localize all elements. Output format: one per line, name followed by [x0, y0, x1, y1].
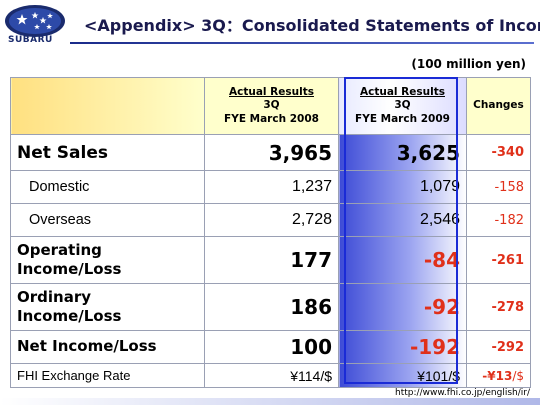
value-fy2008: 186	[204, 283, 339, 331]
header-fy2008-line2: 3Q	[263, 99, 280, 112]
value-change: -¥13/$	[466, 363, 531, 388]
table-header-row: Actual Results 3Q FYE March 2008 Actual …	[10, 77, 531, 135]
value-fy2008: 2,728	[204, 203, 339, 237]
value-change: -158	[466, 170, 531, 204]
row-label: FHI Exchange Rate	[10, 363, 205, 388]
table-row-domestic: Domestic 1,237 1,079 -158	[10, 170, 531, 204]
value-change: -278	[466, 283, 531, 331]
value-fy2009: 2,546	[338, 203, 467, 237]
page-title: <Appendix> 3Q：Consolidated Statements of…	[84, 16, 540, 35]
table-row-net-sales: Net Sales 3,965 3,625 -340	[10, 134, 531, 171]
header-fy2008-line3: FYE March 2008	[224, 112, 319, 125]
subaru-logo-icon	[4, 4, 68, 48]
row-label: Operating Income/Loss	[10, 236, 205, 284]
value-fy2008: 3,965	[204, 134, 339, 171]
value-fy2008: 177	[204, 236, 339, 284]
value-fy2009: 3,625	[338, 134, 467, 171]
table-row-operating-income: Operating Income/Loss 177 -84 -261	[10, 236, 531, 284]
brand-name: SUBARU	[8, 35, 53, 45]
value-change-suffix: /$	[512, 368, 524, 383]
row-label-line1: Ordinary	[17, 287, 92, 306]
table-row-ordinary-income: Ordinary Income/Loss 186 -92 -278	[10, 283, 531, 331]
row-label-line2: Income/Loss	[17, 260, 122, 278]
table-row-exchange-rate: FHI Exchange Rate ¥114/$ ¥101/$ -¥13/$	[10, 363, 531, 388]
income-statement-table: Actual Results 3Q FYE March 2008 Actual …	[10, 77, 531, 388]
footer-url[interactable]: http://www.fhi.co.jp/english/ir/	[395, 388, 530, 398]
value-fy2009: -84	[338, 236, 467, 284]
row-label: Net Sales	[10, 134, 205, 171]
header-fy2008: Actual Results 3Q FYE March 2008	[204, 77, 339, 135]
row-label: Domestic	[10, 170, 205, 204]
row-label: Ordinary Income/Loss	[10, 283, 205, 331]
value-change-amount: -¥13	[482, 368, 513, 383]
value-change: -182	[466, 203, 531, 237]
row-label: Overseas	[10, 203, 205, 237]
slide-header: SUBARU <Appendix> 3Q：Consolidated Statem…	[0, 0, 540, 52]
row-label-line2: Income/Loss	[17, 307, 122, 325]
value-fy2009: -192	[338, 330, 467, 364]
header-fy2009-line3: FYE March 2009	[355, 112, 450, 125]
value-change: -261	[466, 236, 531, 284]
header-fy2008-line1: Actual Results	[229, 85, 314, 98]
value-fy2008: 1,237	[204, 170, 339, 204]
header-fy2009-line1: Actual Results	[360, 85, 445, 98]
row-label: Net Income/Loss	[10, 330, 205, 364]
header-blank-cell	[10, 77, 205, 135]
value-change: -340	[466, 134, 531, 171]
header-fy2009-line2: 3Q	[394, 99, 411, 112]
value-fy2009: 1,079	[338, 170, 467, 204]
header-changes: Changes	[466, 77, 531, 135]
value-fy2008: 100	[204, 330, 339, 364]
value-fy2008: ¥114/$	[204, 363, 339, 388]
unit-label: (100 million yen)	[411, 57, 526, 71]
table-row-net-income: Net Income/Loss 100 -192 -292	[10, 330, 531, 364]
bottom-decoration	[0, 398, 540, 405]
table-row-overseas: Overseas 2,728 2,546 -182	[10, 203, 531, 237]
value-change: -292	[466, 330, 531, 364]
value-fy2009: -92	[338, 283, 467, 331]
title-divider	[70, 42, 534, 44]
value-fy2009: ¥101/$	[338, 363, 467, 388]
row-label-line1: Operating	[17, 240, 102, 259]
header-fy2009: Actual Results 3Q FYE March 2009	[338, 77, 467, 135]
